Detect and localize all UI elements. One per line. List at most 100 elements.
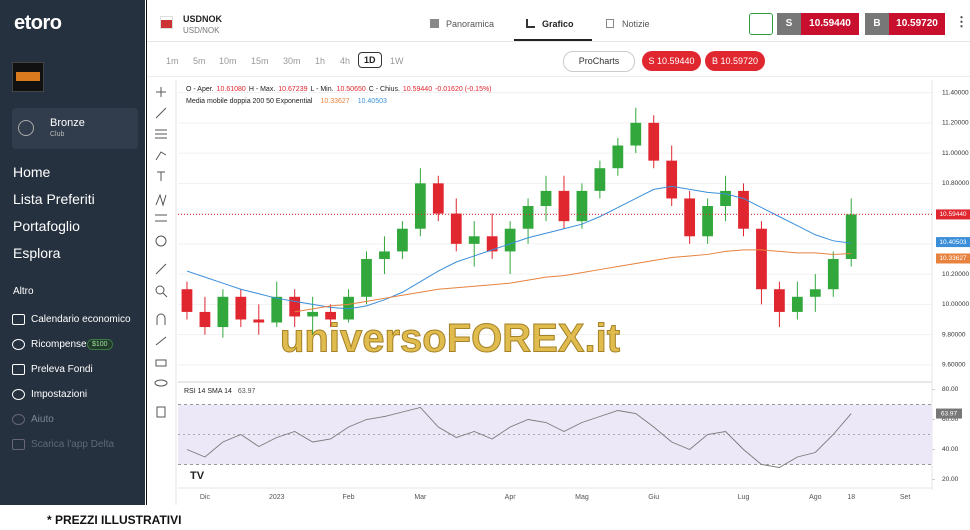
icon: [12, 364, 25, 375]
timeframe-active[interactable]: 1D: [358, 52, 382, 68]
x-tick-label: 18: [847, 494, 855, 501]
rsi-tag: [936, 408, 962, 419]
menu-item[interactable]: Impostazioni: [31, 389, 88, 400]
y-tick-label: 60.00: [942, 416, 959, 423]
candle-body: [684, 198, 696, 237]
candle-body: [361, 258, 372, 297]
x-tick-label: Dic: [200, 494, 211, 501]
sidebar: etoro Bronze Club Home Lista Preferiti P…: [0, 0, 145, 505]
menu-item[interactable]: Esplora: [13, 245, 61, 261]
tab[interactable]: Notizie: [622, 19, 650, 29]
icon: [12, 339, 25, 350]
tab-icon: [430, 19, 439, 28]
rsi-legend: RSI 14 SMA 14 63.97: [184, 388, 255, 395]
candle-body: [504, 228, 516, 252]
candle-body: [450, 213, 462, 244]
candle-body: [738, 190, 749, 229]
ohlc-legend: O - Aper. 10.61080 H - Max. 10.67239 L - Min…: [186, 86, 492, 93]
price-tag-label: 10.33627: [939, 255, 966, 262]
y-tick-label: 20.00: [942, 476, 959, 483]
candle-body: [827, 258, 839, 290]
candle-body: [540, 190, 552, 207]
candle-body: [217, 296, 229, 328]
timeframe[interactable]: 1h: [315, 56, 326, 66]
avatar[interactable]: [12, 62, 44, 92]
candle-body: [522, 206, 534, 229]
candle-body: [325, 311, 336, 320]
legend-part: H - Max.: [249, 86, 276, 93]
logo[interactable]: etoro: [14, 12, 62, 34]
timeframe[interactable]: 30m: [283, 56, 301, 66]
candle-body: [432, 183, 444, 214]
tv-logo: TV: [190, 470, 205, 482]
candle-body: [486, 236, 498, 252]
y-tick-label: 80.00: [942, 386, 959, 393]
timeframe[interactable]: 10m: [219, 56, 237, 66]
tab[interactable]: Grafico: [542, 19, 574, 29]
candle-body: [199, 311, 211, 328]
more-button[interactable]: ⋮: [955, 14, 968, 29]
footer-note: * PREZZI ILLUSTRATIVI: [47, 513, 182, 527]
menu-item[interactable]: Home: [13, 164, 51, 180]
candle-body: [756, 228, 767, 290]
club-level: Bronze: [50, 117, 85, 129]
menu-item[interactable]: Aiuto: [31, 414, 54, 425]
rsi-line: [186, 406, 852, 468]
x-tick-label: Mag: [575, 494, 589, 501]
tab[interactable]: Panoramica: [446, 19, 495, 29]
legend-part: C - Chius.: [369, 86, 400, 93]
timeframe[interactable]: 1W: [390, 56, 404, 66]
timeframe[interactable]: 4h: [340, 56, 351, 66]
x-tick-label: Giu: [648, 494, 659, 501]
candle-body: [612, 145, 624, 169]
timeframe[interactable]: 1m: [166, 56, 179, 66]
y-tick-label: 9.60000: [942, 362, 966, 369]
candle-body: [630, 122, 642, 146]
candle-body: [397, 228, 408, 252]
x-tick-label: Feb: [343, 494, 355, 501]
y-tick-label: 10.20000: [942, 271, 969, 278]
legend-value: 10.33627: [320, 98, 349, 105]
sell-label[interactable]: S: [777, 13, 801, 35]
candle-body: [414, 183, 426, 229]
price-tag-label: 10.40503: [939, 239, 966, 246]
candle-body: [648, 122, 660, 161]
buy-price[interactable]: 10.59720: [889, 13, 945, 35]
menu-item[interactable]: Portafoglio: [13, 218, 80, 234]
candle-body: [307, 311, 319, 317]
x-tick-label: Mar: [414, 494, 427, 501]
candle-body: [468, 236, 480, 244]
candle-body: [666, 160, 678, 199]
tab-underline: [514, 39, 592, 41]
rsi-tag-label: 63.97: [941, 410, 958, 417]
icon: [12, 389, 25, 400]
reward-badge: $100: [87, 339, 113, 350]
tab-icon: [526, 19, 535, 28]
menu-item[interactable]: Lista Preferiti: [13, 191, 95, 207]
menu-item[interactable]: Calendario economico: [31, 314, 131, 325]
candle-body: [289, 296, 301, 317]
x-tick-label: Lug: [738, 494, 750, 501]
buy-label[interactable]: B: [865, 13, 889, 35]
y-tick-label: 10.00000: [942, 301, 969, 308]
club-card[interactable]: Bronze Club: [12, 108, 138, 149]
menu-item[interactable]: Ricompense: [31, 339, 87, 350]
moving-average: [294, 249, 852, 313]
timeframe[interactable]: 5m: [193, 56, 206, 66]
menu-item[interactable]: Preleva Fondi: [31, 364, 93, 375]
candle-body: [181, 289, 193, 312]
timeframe[interactable]: 15m: [251, 56, 269, 66]
candle-body: [558, 190, 570, 222]
drawing-tools: [154, 87, 168, 418]
menu-item[interactable]: Scarica l'app Delta: [31, 439, 115, 450]
buy-button[interactable]: B 10.59720: [705, 51, 765, 71]
x-tick-label: 2023: [269, 494, 285, 501]
candle-body: [576, 190, 588, 222]
procharts-button[interactable]: ProCharts: [563, 51, 635, 72]
divider: [147, 76, 970, 77]
sell-button[interactable]: S 10.59440: [642, 51, 701, 71]
watchlist-button[interactable]: [749, 13, 773, 35]
x-tick-label: Set: [900, 494, 911, 501]
y-tick-label: 11.00000: [942, 150, 969, 157]
sell-price[interactable]: 10.59440: [801, 13, 859, 35]
